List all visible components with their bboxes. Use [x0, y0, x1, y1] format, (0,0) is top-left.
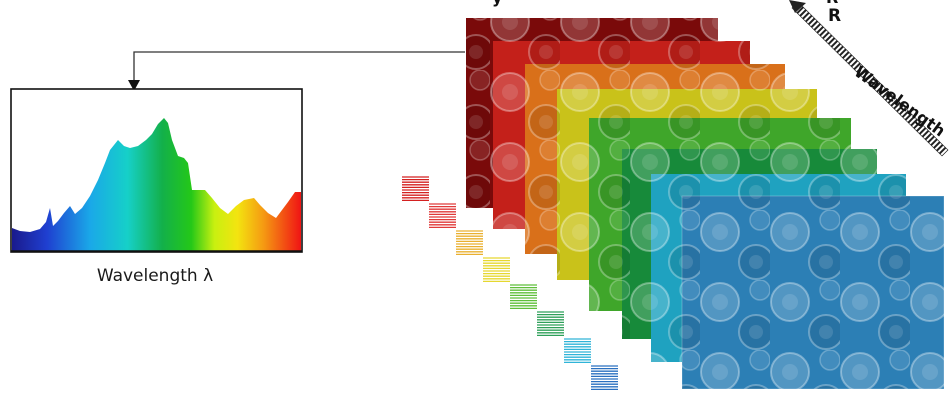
line-strip-6	[537, 311, 564, 337]
band-layer-8	[681, 195, 945, 390]
clipped-label-right: R	[826, 0, 838, 7]
line-strip-3	[456, 230, 483, 256]
connector-arrowhead	[128, 80, 140, 91]
line-strip-1	[402, 176, 429, 202]
wavelength-arrowhead	[789, 0, 806, 13]
line-strip-2	[429, 203, 456, 229]
line-strip-5	[510, 284, 537, 310]
spectrum-curve	[12, 118, 301, 251]
spectrum-caption: Wavelength λ	[96, 266, 214, 286]
line-strip-4	[483, 257, 510, 283]
line-strip-8	[591, 365, 618, 391]
line-strip-7	[564, 338, 591, 364]
clipped-label-left: y	[492, 0, 502, 7]
connector-line	[133, 51, 465, 80]
image-stack	[466, 18, 945, 390]
band-letter: R	[828, 6, 842, 26]
wavelength-arrow	[789, 0, 949, 157]
spectral-line-strips	[402, 176, 618, 391]
